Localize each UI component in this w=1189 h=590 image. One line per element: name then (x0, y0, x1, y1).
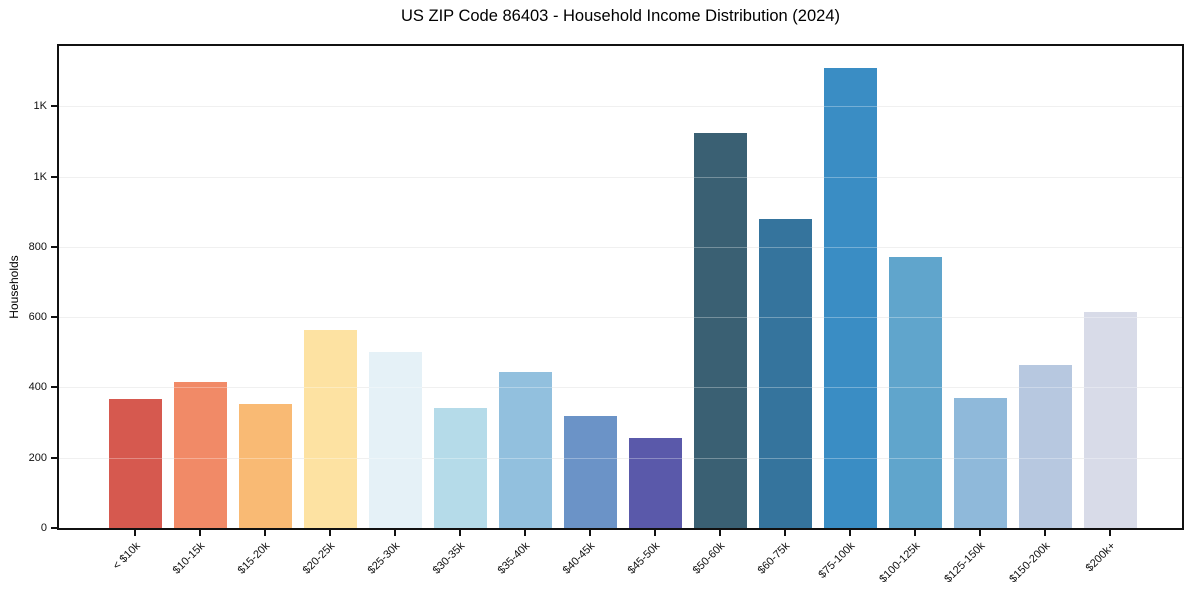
x-tick-label: $25-30k (365, 540, 403, 577)
x-tick-label: $60-75k (755, 540, 793, 577)
gridline (59, 176, 1182, 178)
bar-200k (1083, 311, 1137, 528)
x-tick-mark (784, 530, 786, 536)
bar-20-25k (303, 329, 357, 528)
bar-60-75k (758, 218, 812, 528)
y-tick-label: 0 (40, 522, 47, 534)
bar-10-15k (173, 382, 227, 528)
x-tick-label: $45-50k (625, 540, 663, 577)
x-tick-label: $150-200k (1007, 540, 1053, 586)
x-tick-mark (1044, 530, 1046, 536)
gridline-overlay (59, 246, 1182, 248)
y-tick-label: 600 (28, 311, 47, 324)
x-tick-label: $125-150k (942, 540, 988, 586)
y-axis-label: Households (7, 255, 21, 319)
x-tick-label: < $10k (110, 540, 143, 573)
y-tick-mark (51, 527, 57, 529)
bar-35-40k (498, 371, 552, 528)
y-tick-label: 400 (28, 381, 47, 394)
gridline-overlay (59, 317, 1182, 319)
y-tick-mark (51, 316, 57, 319)
bar-15-20k (238, 404, 292, 528)
y-tick-label: 1K (33, 170, 47, 183)
gridline (59, 387, 1182, 389)
x-tick-label: $200k+ (1083, 540, 1118, 575)
bar-100-125k (888, 256, 942, 528)
x-tick-label: $75-100k (816, 540, 858, 581)
x-tick-label: $15-20k (235, 540, 273, 577)
y-tick-mark (51, 245, 57, 248)
bar-10k (108, 398, 162, 528)
y-tick-mark (51, 456, 57, 459)
x-tick-mark (1109, 530, 1111, 536)
x-tick-label: $30-35k (430, 540, 468, 577)
gridline (59, 317, 1182, 319)
bar-50-60k (693, 132, 747, 528)
bar-75-100k (823, 67, 877, 528)
x-tick-label: $100-125k (877, 540, 923, 586)
x-tick-mark (914, 530, 916, 536)
y-tick-mark (51, 386, 57, 389)
x-tick-mark (979, 530, 981, 536)
x-tick-mark (134, 530, 136, 536)
x-tick-mark (459, 530, 461, 536)
x-tick-label: $50-60k (690, 540, 728, 577)
y-tick-label: 200 (28, 451, 47, 464)
gridline (59, 246, 1182, 248)
x-tick-mark (589, 530, 591, 536)
y-tick-label: 800 (28, 240, 47, 253)
bar-40-45k (563, 416, 617, 528)
x-tick-label: $20-25k (300, 540, 338, 577)
y-tick-label: 1K (33, 100, 47, 113)
bar-45-50k (628, 438, 682, 528)
bar-25-30k (368, 352, 422, 528)
x-tick-mark (329, 530, 331, 536)
gridline-overlay (59, 387, 1182, 389)
plot-area: 0 200 400 600 800 1K 1K < $10k $10-15k $15-20k $2… (29, 44, 1184, 585)
gridline-overlay (59, 457, 1182, 459)
bar-150-200k (1018, 364, 1072, 528)
x-tick-mark (199, 530, 201, 536)
x-tick-mark (849, 530, 851, 536)
y-tick-mark (51, 175, 57, 178)
y-tick-mark (51, 105, 57, 108)
x-tick-mark (264, 530, 266, 536)
x-tick-mark (654, 530, 656, 536)
x-tick-mark (524, 530, 526, 536)
gridline-overlay (59, 176, 1182, 178)
bar-125-150k (953, 398, 1007, 528)
x-tick-label: $40-45k (560, 540, 598, 577)
x-tick-label: $10-15k (170, 540, 208, 577)
bar-30-35k (433, 407, 487, 528)
x-tick-label: $35-40k (495, 540, 533, 577)
x-tick-mark (719, 530, 721, 536)
gridline-overlay (59, 106, 1182, 108)
gridline (59, 457, 1182, 459)
gridline (59, 106, 1182, 108)
x-tick-mark (394, 530, 396, 536)
chart-title: US ZIP Code 86403 - Household Income Dis… (400, 7, 840, 25)
